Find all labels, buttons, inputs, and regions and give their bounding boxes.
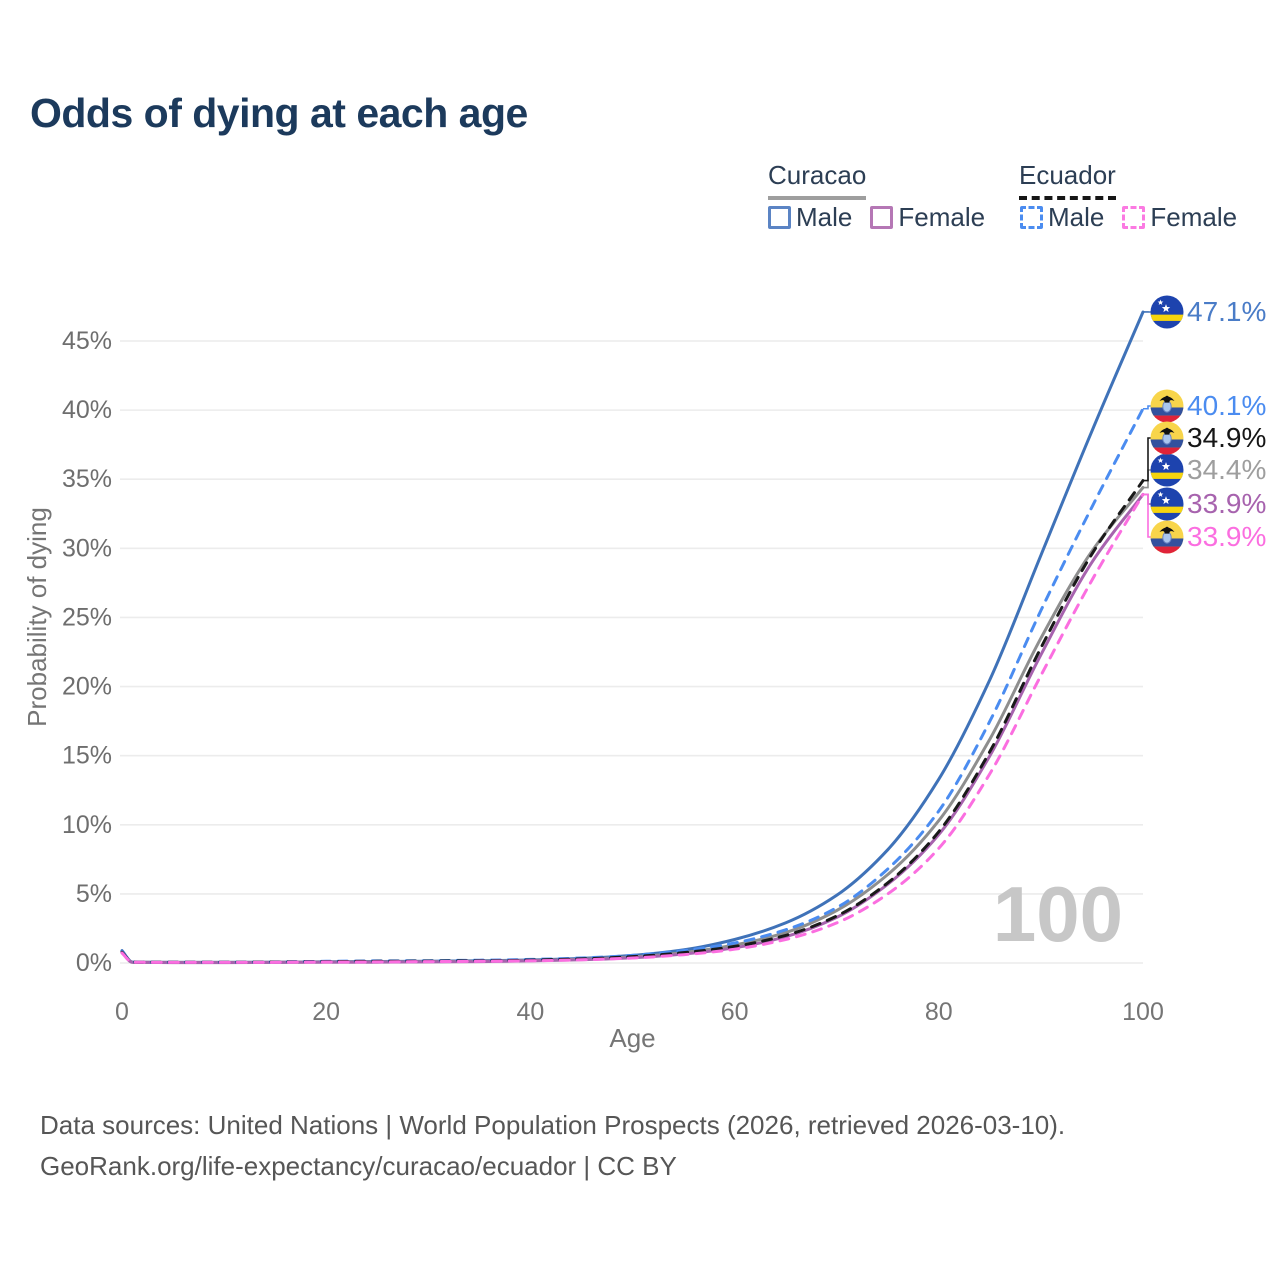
legend-label-curacao-female: Female — [898, 202, 986, 232]
y-tick-label: 40% — [62, 396, 112, 424]
label-leader-ecuador-male — [1143, 405, 1152, 410]
footer-data-sources: Data sources: United Nations | World Pop… — [40, 1110, 1066, 1140]
gridlines: 0% 5% 10% 15% 20% 25% 30% 35% 40% 45% — [62, 327, 1143, 977]
legend-swatch-curacao-male[interactable] — [768, 206, 791, 229]
legend-group-curacao: Curacao — [768, 160, 867, 200]
y-tick-label: 20% — [62, 673, 112, 701]
legend-group-ecuador: Ecuador — [1019, 160, 1116, 200]
curacao-flag-icon — [1150, 295, 1184, 329]
x-tick-label: 20 — [312, 998, 340, 1026]
page-title: Odds of dying at each age — [30, 90, 528, 136]
curacao-flag-icon — [1150, 453, 1184, 487]
end-value-label-ecuador-female: 33.9% — [1187, 521, 1266, 552]
end-value-label-curacao-female: 33.9% — [1187, 488, 1266, 519]
end-value-label-curacao-total: 34.4% — [1187, 454, 1266, 485]
curacao-flag-icon — [1150, 487, 1184, 521]
series-line-ecuador-female — [120, 492, 1145, 964]
legend-swatch-ecuador-female[interactable] — [1122, 206, 1146, 229]
legend-items-ecuador: Male Female — [1020, 202, 1237, 233]
y-tick-label: 5% — [76, 880, 112, 908]
x-tick-label: 40 — [516, 998, 544, 1026]
legend-items-curacao: Male Female — [768, 202, 985, 233]
y-tick-label: 0% — [76, 949, 112, 977]
legend-item-curacao-female[interactable]: Female — [870, 202, 985, 233]
legend-swatch-curacao-female[interactable] — [870, 206, 894, 229]
ecuador-flag-icon — [1150, 520, 1184, 554]
label-leader-ecuador-total — [1143, 437, 1152, 482]
end-labels: 47.1%34.4%33.9%40.1%34.9%33.9% — [1143, 295, 1266, 554]
y-tick-label: 10% — [62, 811, 112, 839]
series-line-ecuador-male — [120, 407, 1145, 964]
y-tick-label: 15% — [62, 742, 112, 770]
legend-item-curacao-male[interactable]: Male — [768, 202, 852, 233]
x-tick-label: 60 — [721, 998, 749, 1026]
ecuador-flag-icon — [1150, 389, 1184, 423]
legend-label-curacao-male: Male — [796, 202, 853, 232]
series-line-curacao-female — [120, 492, 1145, 965]
legend-label-ecuador-male: Male — [1048, 202, 1105, 232]
legend-header-curacao[interactable]: Curacao — [768, 160, 867, 200]
y-tick-label: 45% — [62, 327, 112, 355]
ecuador-flag-icon — [1150, 421, 1184, 455]
series-line-curacao-total — [120, 486, 1145, 964]
y-tick-label: 25% — [62, 603, 112, 631]
y-axis-title: Probability of dying — [22, 507, 52, 727]
x-axis-title: Age — [609, 1023, 655, 1053]
legend-label-ecuador-female: Female — [1150, 202, 1238, 232]
label-leader-ecuador-female — [1143, 493, 1152, 538]
end-value-label-ecuador-total: 34.9% — [1187, 422, 1266, 453]
y-tick-label: 30% — [62, 534, 112, 562]
end-value-label-ecuador-male: 40.1% — [1187, 390, 1266, 421]
footer-attribution-link: GeoRank.org/life-expectancy/curacao/ecua… — [40, 1151, 677, 1181]
legend-header-ecuador[interactable]: Ecuador — [1019, 160, 1116, 200]
y-tick-label: 35% — [62, 465, 112, 493]
x-tick-label: 0 — [115, 998, 129, 1026]
x-tick-label: 100 — [1122, 998, 1164, 1026]
legend-item-ecuador-male[interactable]: Male — [1020, 202, 1104, 233]
legend-item-ecuador-female[interactable]: Female — [1122, 202, 1237, 233]
legend-swatch-ecuador-male[interactable] — [1020, 206, 1043, 229]
x-tick-label: 80 — [925, 998, 953, 1026]
mortality-line-chart: 0% 5% 10% 15% 20% 25% 30% 35% 40% 45% 0 20 40 60 80 100… — [22, 295, 1266, 1053]
age-counter-watermark: 100 — [993, 870, 1123, 958]
footer: Data sources: United Nations | World Pop… — [40, 1105, 1065, 1187]
end-value-label-curacao-male: 47.1% — [1187, 296, 1266, 327]
series-lines — [120, 310, 1145, 965]
